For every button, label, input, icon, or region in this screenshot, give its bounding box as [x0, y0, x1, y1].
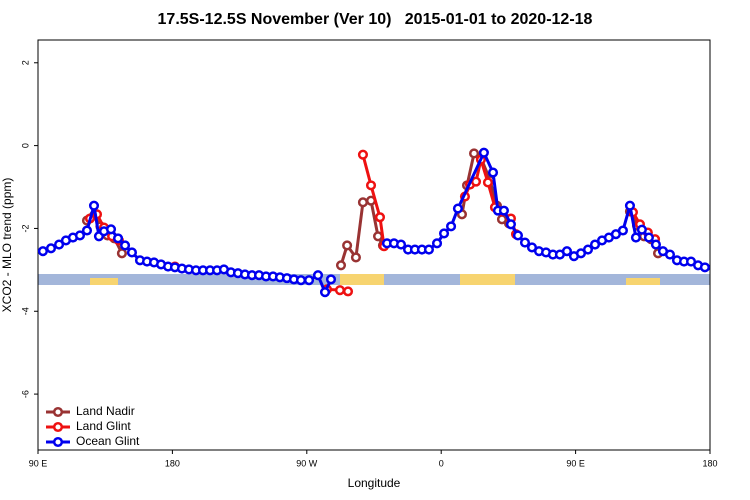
point	[295, 275, 307, 286]
point	[487, 167, 499, 178]
point	[342, 286, 354, 297]
point	[498, 205, 509, 216]
point	[105, 224, 117, 235]
point	[505, 219, 516, 230]
legend-label: Ocean Glint	[76, 434, 140, 448]
point	[374, 212, 386, 223]
x-tick-label: 90 E	[29, 458, 48, 468]
y-tick-label: 2	[20, 60, 30, 65]
point	[334, 285, 346, 296]
plot-frame	[37, 39, 711, 451]
x-tick-label: 180	[165, 458, 180, 468]
y-tick-label: -2	[20, 224, 30, 232]
point	[470, 176, 482, 187]
point	[438, 228, 450, 239]
point	[335, 260, 347, 271]
point	[423, 244, 435, 255]
point	[74, 230, 86, 241]
point	[116, 248, 127, 259]
point	[365, 180, 377, 191]
y-axis-label: XCO2 - MLO trend (ppm)	[0, 178, 14, 313]
point	[357, 197, 368, 208]
point	[120, 240, 131, 251]
point	[630, 232, 641, 243]
point	[54, 239, 65, 250]
point	[325, 274, 337, 285]
mask-land	[626, 278, 660, 285]
point	[431, 238, 443, 249]
point	[589, 239, 601, 250]
point	[372, 231, 384, 242]
point	[699, 262, 710, 273]
point	[582, 244, 594, 255]
point	[81, 225, 93, 236]
series	[37, 147, 710, 298]
x-tick-label: 0	[439, 458, 444, 468]
point	[664, 249, 676, 260]
x-tick-label: 180	[702, 458, 717, 468]
point	[617, 225, 628, 236]
point	[350, 252, 361, 263]
point	[624, 200, 636, 211]
point	[452, 203, 463, 214]
x-tick-label: 90 E	[566, 458, 585, 468]
point	[342, 240, 353, 251]
legend-label: Land Glint	[76, 419, 131, 433]
point	[561, 246, 572, 257]
point	[88, 200, 100, 211]
point	[650, 239, 661, 250]
mask-land	[460, 274, 515, 285]
point	[512, 230, 524, 241]
series-line	[86, 151, 660, 266]
point	[45, 243, 57, 254]
point	[636, 224, 647, 235]
point	[37, 246, 48, 257]
mask-land	[90, 278, 118, 285]
land-mask	[38, 274, 710, 285]
x-tick-label: 90 W	[296, 458, 318, 468]
y-tick-label: -4	[20, 307, 30, 315]
point	[126, 247, 137, 258]
y-tick-label: -6	[20, 390, 30, 398]
point	[112, 233, 124, 244]
legend-label: Land Nadir	[76, 404, 135, 418]
legend-marker	[52, 406, 64, 418]
legend-marker	[52, 421, 64, 433]
point	[446, 221, 457, 232]
x-axis-label: Longitude	[348, 476, 401, 490]
point	[478, 147, 489, 158]
point	[482, 177, 493, 188]
series	[81, 148, 664, 271]
point	[357, 149, 368, 160]
point	[469, 148, 480, 159]
y-tick-label: 0	[20, 143, 30, 148]
point	[319, 287, 331, 298]
series	[84, 149, 661, 297]
point	[303, 275, 315, 286]
point	[312, 270, 324, 281]
legend-marker	[52, 436, 64, 448]
point	[395, 239, 407, 250]
chart-title: 17.5S-12.5S November (Ver 10) 2015-01-01…	[158, 11, 593, 28]
point	[519, 237, 531, 248]
mask-land	[340, 274, 384, 285]
point	[643, 232, 654, 243]
